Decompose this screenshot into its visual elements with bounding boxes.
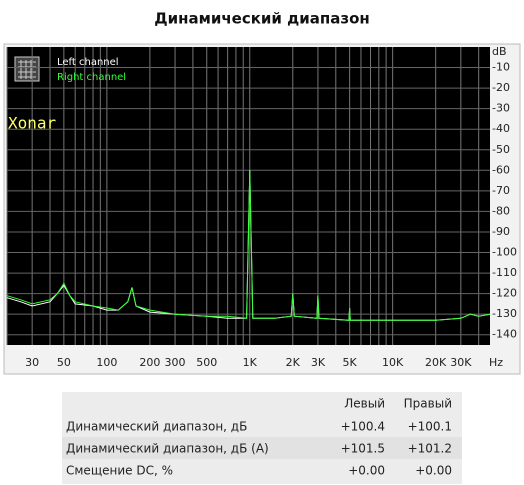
x-tick-label: 2K (286, 356, 301, 369)
y-tick-label: -100 (492, 246, 517, 259)
table-header: Левый (344, 397, 385, 411)
table-row-bg (62, 437, 462, 459)
y-tick-label: -130 (492, 307, 517, 320)
x-tick-label: 100 (96, 356, 117, 369)
y-tick-label: -50 (492, 143, 510, 156)
y-tick-label: -140 (492, 328, 517, 341)
series-line (6, 170, 491, 321)
table-cell: +0.00 (348, 464, 385, 478)
plot-area (7, 47, 490, 345)
x-tick-label: 200 (139, 356, 160, 369)
x-tick-label: 50 (57, 356, 71, 369)
y-tick-label: -30 (492, 102, 510, 115)
y-tick-label: -40 (492, 122, 510, 135)
table-row-label: Динамический диапазон, дБ (66, 420, 247, 434)
table-header: Правый (404, 397, 452, 411)
x-tick-label: 300 (165, 356, 186, 369)
x-tick-label: 1K (243, 356, 258, 369)
annotation: Xonar (8, 114, 57, 133)
x-tick-label: 500 (196, 356, 217, 369)
y-tick-label: -60 (492, 163, 510, 176)
x-tick-label: 10K (382, 356, 404, 369)
table-row-label: Смещение DC, % (66, 464, 173, 478)
y-tick-label: -90 (492, 225, 510, 238)
x-tick-label: 30K (450, 356, 472, 369)
x-tick-label: 3K (311, 356, 326, 369)
chart-title: Динамический диапазон (154, 10, 370, 28)
y-tick-label: -10 (492, 61, 510, 74)
legend-label: Right channel (57, 72, 126, 83)
x-unit: Hz (489, 356, 503, 369)
y-tick-label: -110 (492, 266, 517, 279)
y-tick-label: -20 (492, 81, 510, 94)
x-tick-label: 5K (343, 356, 358, 369)
table-cell: +100.1 (408, 420, 452, 434)
table-cell: +100.4 (341, 420, 385, 434)
table-cell: +101.2 (408, 442, 452, 456)
table-cell: +0.00 (415, 464, 452, 478)
y-tick-label: -70 (492, 184, 510, 197)
table-cell: +101.5 (341, 442, 385, 456)
table-row-label: Динамический диапазон, дБ (А) (66, 442, 269, 456)
legend-label: Left channel (57, 57, 119, 68)
y-unit: dB (492, 45, 507, 58)
x-tick-label: 30 (25, 356, 39, 369)
y-tick-label: -120 (492, 287, 517, 300)
y-tick-label: -80 (492, 204, 510, 217)
legend-icon-grid (18, 60, 36, 79)
x-tick-label: 20K (425, 356, 447, 369)
